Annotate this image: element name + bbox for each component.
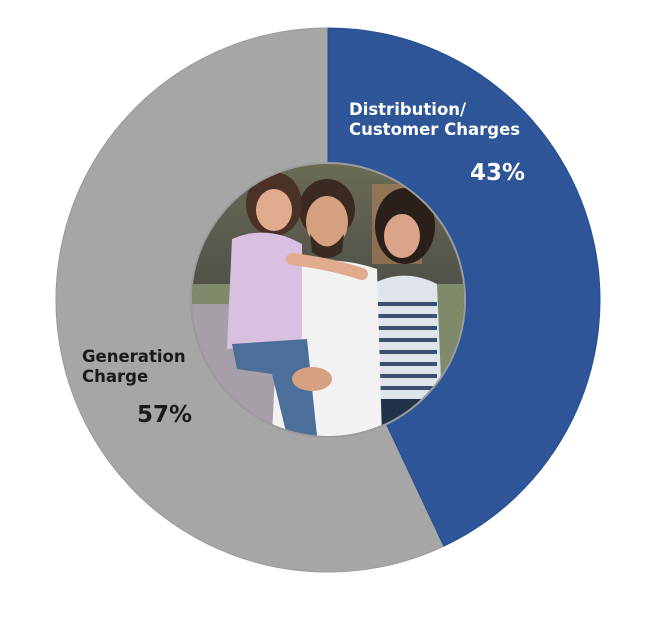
label-generation-line1: Generation: [82, 347, 186, 366]
label-distribution-line2: Customer Charges: [349, 119, 521, 139]
label-generation: Generation Charge: [82, 347, 186, 387]
percent-generation: 57%: [137, 402, 193, 428]
label-distribution: Distribution/ Customer Charges: [349, 100, 520, 140]
label-generation-line2: Charge: [82, 366, 149, 386]
label-distribution-line1: Distribution/: [349, 100, 467, 119]
family-photo: [192, 164, 464, 436]
percent-distribution: 43%: [470, 160, 526, 186]
